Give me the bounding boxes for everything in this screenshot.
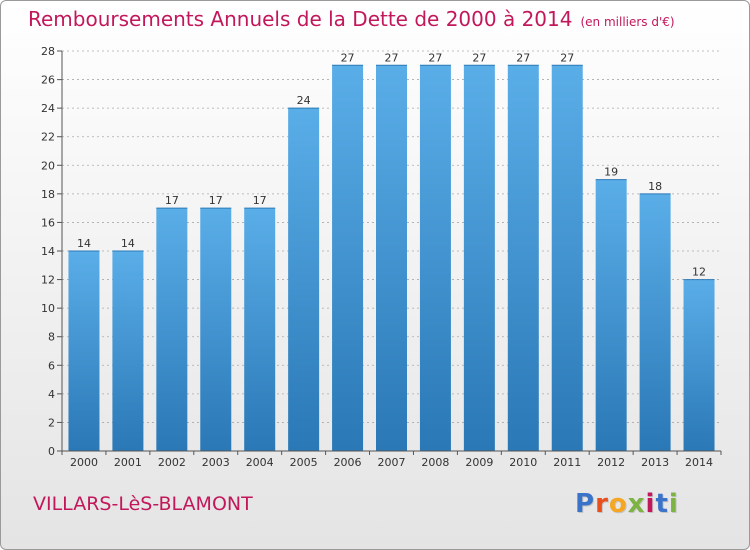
data-label-2012: 19 (604, 166, 618, 179)
y-tick-label: 4 (48, 388, 55, 401)
y-tick-label: 14 (41, 245, 55, 258)
y-tick-label: 16 (41, 216, 55, 229)
x-tick-label-2013: 2013 (641, 456, 669, 469)
bar-2012 (595, 179, 627, 452)
x-tick-label-2010: 2010 (509, 456, 537, 469)
data-label-2013: 18 (648, 180, 662, 193)
y-tick-label: 28 (41, 45, 55, 58)
chart-title: Remboursements Annuels de la Dette de 20… (28, 7, 675, 31)
logo-letter: x (627, 489, 646, 519)
bar-2009 (463, 65, 495, 452)
bar-2005 (288, 108, 320, 452)
x-tick-label-2011: 2011 (553, 456, 581, 469)
bar-2000 (68, 251, 100, 451)
data-label-2011: 27 (560, 51, 574, 64)
data-label-2003: 17 (209, 194, 223, 207)
x-tick-label-2006: 2006 (334, 456, 362, 469)
y-tick-label: 22 (41, 131, 55, 144)
data-label-2014: 12 (692, 266, 706, 279)
logo-letter: o (608, 489, 628, 519)
y-tick-label: 0 (48, 445, 55, 458)
bar-2014 (683, 279, 715, 451)
logo-letter: i (668, 489, 679, 519)
data-label-2004: 17 (253, 194, 267, 207)
x-tick-label-2012: 2012 (597, 456, 625, 469)
commune-name: VILLARS-LèS-BLAMONT (33, 493, 253, 515)
data-labels: 14 14 17 17 17 24 27 27 27 27 27 27 19 18 12 (77, 51, 706, 278)
x-tick-label-2007: 2007 (378, 456, 406, 469)
data-label-2007: 27 (385, 51, 399, 64)
x-tick-label-2002: 2002 (158, 456, 186, 469)
bar-2002 (156, 208, 188, 451)
proxiti-logo[interactable]: Proxiti (575, 489, 679, 519)
chart-title-text: Remboursements Annuels de la Dette de 20… (28, 7, 573, 31)
y-tick-label: 6 (48, 359, 55, 372)
x-tick-label-2009: 2009 (465, 456, 493, 469)
logo-letter: P (575, 489, 596, 519)
data-label-2000: 14 (77, 237, 91, 250)
bars (68, 64, 715, 452)
y-tick-label: 8 (48, 331, 55, 344)
x-tick-label-2004: 2004 (246, 456, 274, 469)
bar-2001 (112, 251, 144, 451)
bar-2008 (419, 65, 451, 452)
data-label-2006: 27 (341, 51, 355, 64)
y-tick-label: 20 (41, 159, 55, 172)
logo-letter: r (595, 489, 609, 519)
data-label-2009: 27 (472, 51, 486, 64)
data-label-2001: 14 (121, 237, 135, 250)
x-axis-ticks: 2000 2001 2002 2003 2004 2005 2006 2007 2008 2009… (61, 451, 722, 469)
bar-2011 (551, 65, 583, 452)
x-tick-label-2014: 2014 (685, 456, 713, 469)
y-tick-label: 18 (41, 188, 55, 201)
data-label-2002: 17 (165, 194, 179, 207)
x-tick-label-2001: 2001 (114, 456, 142, 469)
data-label-2008: 27 (428, 51, 442, 64)
y-tick-label: 12 (41, 274, 55, 287)
logo-letter: t (655, 489, 669, 519)
data-label-2010: 27 (516, 51, 530, 64)
x-tick-label-2000: 2000 (70, 456, 98, 469)
bar-2010 (507, 65, 539, 452)
y-tick-label: 26 (41, 74, 55, 87)
bar-2013 (639, 193, 671, 451)
y-tick-label: 2 (48, 416, 55, 429)
x-tick-label-2003: 2003 (202, 456, 230, 469)
y-tick-label: 10 (41, 302, 55, 315)
chart-unit: (en milliers d'€) (580, 15, 675, 29)
x-tick-label-2008: 2008 (421, 456, 449, 469)
y-tick-label: 24 (41, 102, 55, 115)
x-tick-label-2005: 2005 (290, 456, 318, 469)
logo-letter: i (645, 489, 656, 519)
data-label-2005: 24 (297, 94, 311, 107)
bar-2004 (244, 208, 276, 451)
bar-2006 (332, 65, 364, 452)
bar-2007 (376, 65, 407, 452)
bar-2003 (200, 208, 232, 451)
